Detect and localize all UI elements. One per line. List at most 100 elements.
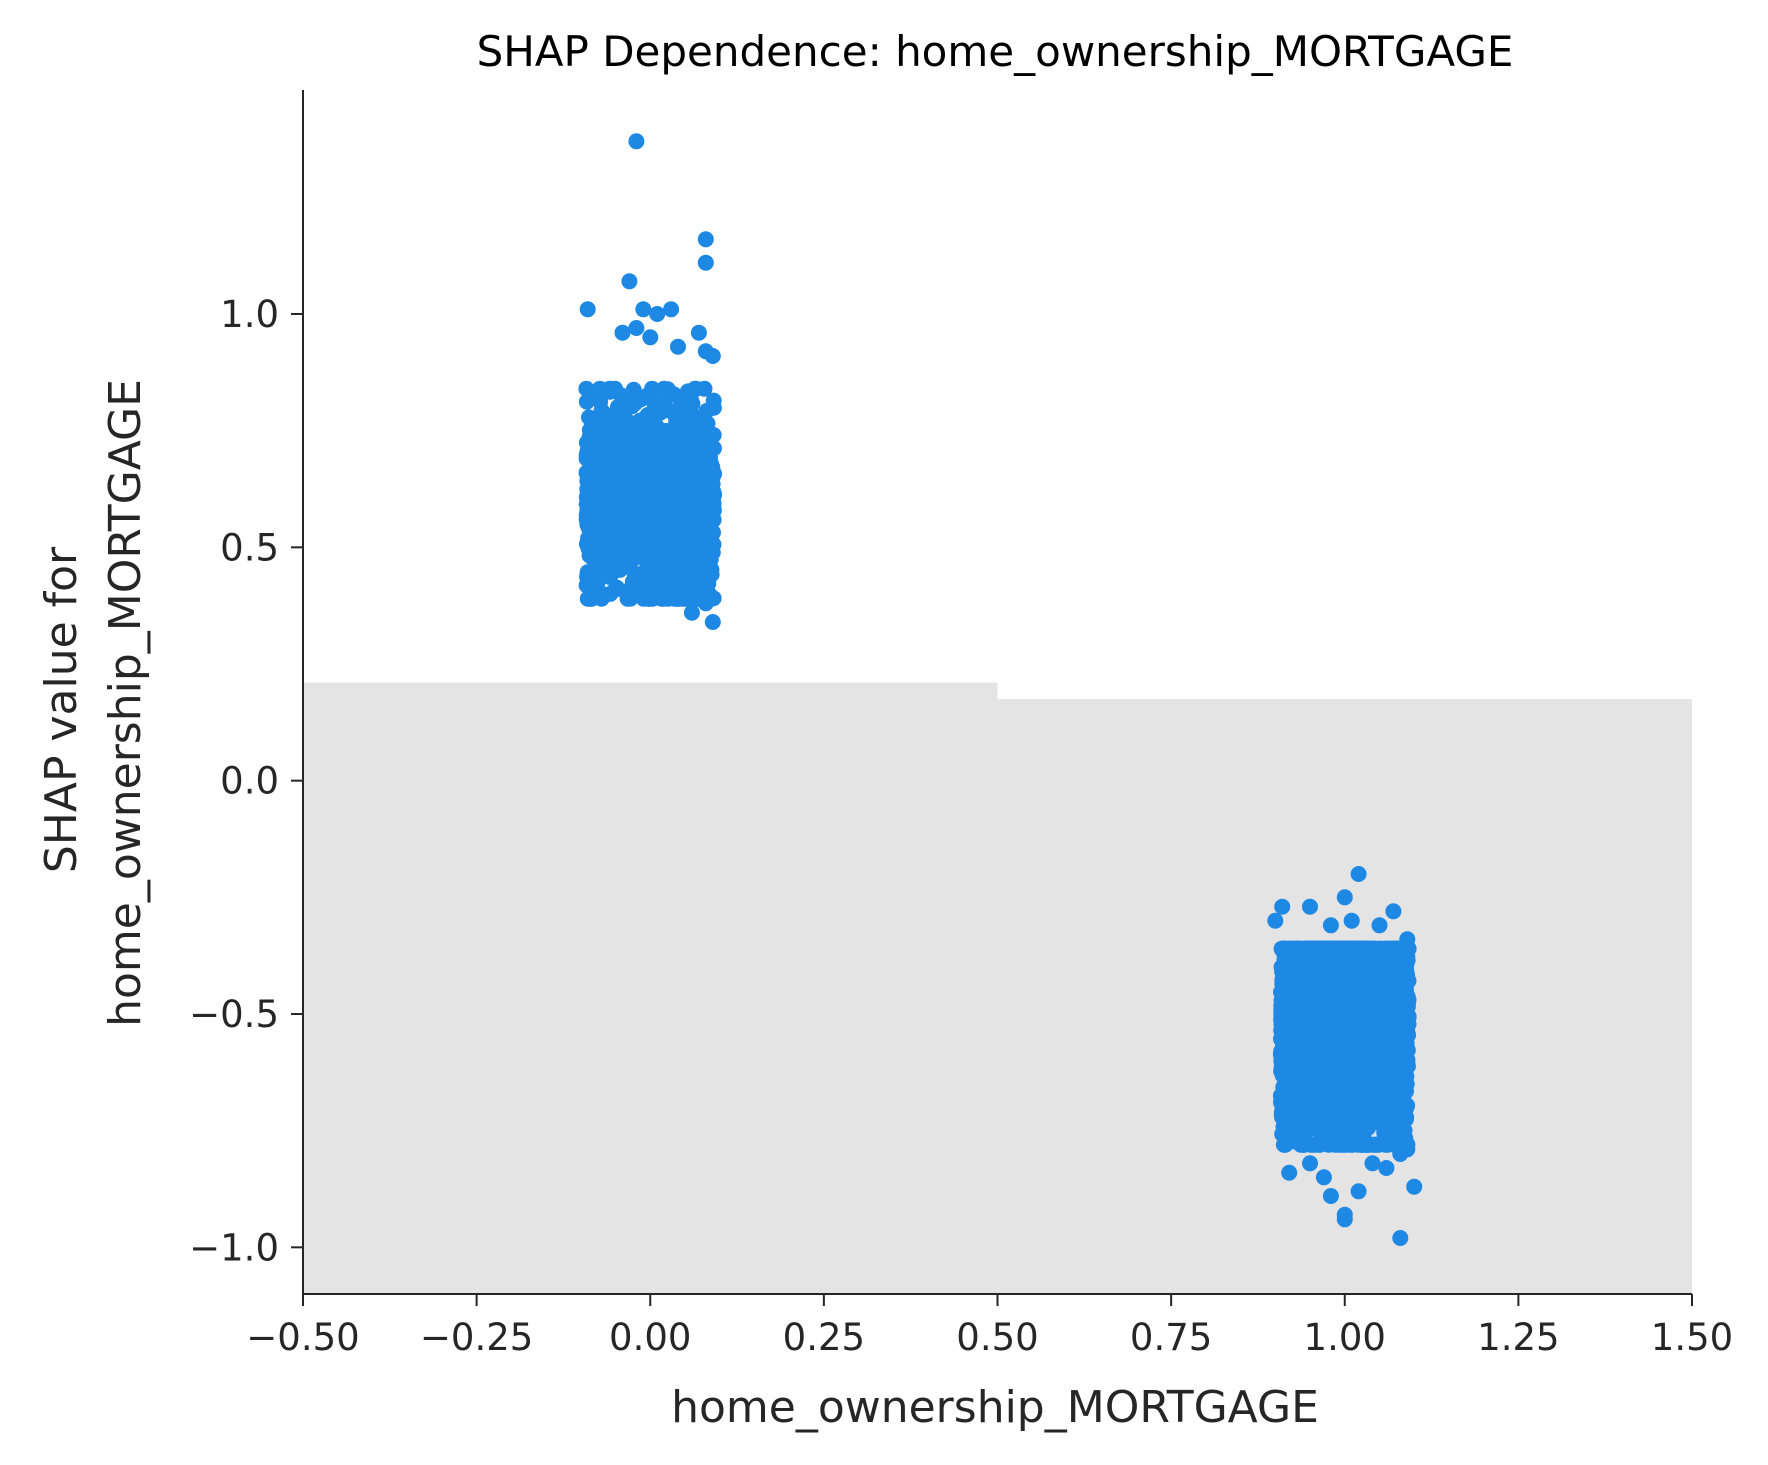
scatter-point (680, 465, 697, 482)
scatter-point (579, 481, 596, 497)
scatter-point-outlier (635, 301, 652, 318)
scatter-point-outlier (649, 306, 666, 322)
scatter-point (1305, 984, 1322, 1000)
scatter-point (1365, 1052, 1382, 1068)
scatter-point (1334, 1098, 1351, 1115)
x-ticks: −0.50 −0.25 0.00 0.25 0.50 0.75 1.00 1.25 1.50 (246, 1294, 1733, 1359)
scatter-point (635, 549, 652, 566)
scatter-point-outlier (1322, 1188, 1339, 1204)
y-tick-label: −1.0 (189, 1226, 279, 1269)
scatter-point-outlier (628, 133, 645, 150)
scatter-point (653, 458, 670, 475)
scatter-point-outlier (1302, 1155, 1318, 1172)
scatter-point-outlier (1364, 1155, 1381, 1172)
scatter-point (1376, 998, 1393, 1015)
scatter-point (1358, 986, 1375, 1003)
scatter-point (629, 417, 646, 433)
scatter-point (1315, 1119, 1332, 1135)
scatter-point (652, 549, 669, 566)
scatter-point (616, 463, 632, 480)
scatter-point-outlier (607, 581, 624, 598)
scatter-point (616, 429, 633, 446)
scatter-point (1276, 977, 1293, 994)
scatter-point (1306, 1090, 1323, 1107)
scatter-point (1310, 998, 1327, 1015)
scatter-point (601, 380, 618, 397)
scatter-point-outlier (1399, 1141, 1416, 1158)
scatter-point-outlier (683, 604, 700, 621)
scatter-point-outlier (1281, 1164, 1298, 1181)
scatter-point-outlier (1343, 912, 1360, 929)
scatter-point-outlier (1336, 1211, 1353, 1228)
scatter-point (1332, 1044, 1349, 1061)
y-axis-label-line-2: home_ownership_MORTGAGE (100, 379, 151, 1027)
scatter-point (1283, 1063, 1300, 1080)
scatter-point (1295, 1063, 1312, 1080)
scatter-point (1360, 1069, 1377, 1086)
scatter-point-outlier (690, 324, 707, 341)
scatter-point (1331, 1071, 1348, 1088)
y-axis-label-line-1: SHAP value for (36, 546, 87, 873)
scatter-point (635, 590, 652, 607)
scatter-point (1312, 1136, 1329, 1153)
scatter-point (1327, 1008, 1344, 1025)
scatter-point (649, 404, 666, 420)
y-tick-label: 1.0 (220, 293, 279, 336)
scatter-point-outlier (621, 273, 638, 290)
scatter-point-outlier (697, 595, 714, 612)
scatter-point (1390, 1006, 1407, 1022)
scatter-point-outlier (1399, 931, 1416, 948)
scatter-point (1292, 1136, 1309, 1153)
scatter-point (1381, 1024, 1398, 1041)
scatter-point (596, 474, 613, 490)
scatter-point-outlier (1336, 889, 1353, 906)
scatter-point (1364, 1088, 1380, 1105)
scatter-point (1326, 940, 1343, 957)
scatter-point (1375, 1082, 1392, 1099)
scatter-point (690, 449, 707, 466)
scatter-point (668, 512, 685, 528)
axes: −0.50 −0.25 0.00 0.25 0.50 0.75 1.00 1.25 1.50 −… (189, 90, 1733, 1359)
scatter-point (1360, 1119, 1376, 1136)
scatter-point (584, 550, 601, 566)
background-histogram (303, 682, 1692, 1294)
scatter-point (1297, 1029, 1314, 1046)
scatter-point (1294, 1082, 1311, 1098)
scatter-point (588, 563, 604, 580)
scatter-point-outlier (1378, 1160, 1395, 1176)
y-tick-label: −0.5 (189, 993, 279, 1036)
scatter-point (658, 523, 675, 540)
scatter-point (674, 405, 691, 422)
x-tick-label: −0.25 (420, 1316, 533, 1359)
scatter-point (678, 428, 695, 445)
x-tick-label: 1.00 (1304, 1316, 1386, 1359)
scatter-point-outlier (663, 301, 680, 318)
scatter-point (1342, 1017, 1359, 1033)
scatter-point (1342, 986, 1359, 1002)
scatter-point (660, 590, 677, 607)
scatter-point (651, 508, 668, 525)
scatter-point (664, 438, 681, 455)
scatter-point (611, 400, 628, 417)
histogram-bar-0 (303, 682, 998, 1294)
scatter-point (699, 415, 716, 432)
scatter-point (1360, 940, 1377, 957)
scatter-point (1400, 995, 1416, 1012)
scatter-point (1379, 1136, 1396, 1153)
scatter-point (1383, 1060, 1399, 1077)
scatter-point (1290, 957, 1307, 974)
scatter-point (1304, 943, 1321, 960)
scatter-point (589, 384, 606, 401)
scatter-point (591, 459, 608, 476)
scatter-point (1395, 1060, 1412, 1077)
scatter-point (1355, 1029, 1372, 1046)
scatter-point (1398, 967, 1415, 984)
scatter-point (1375, 1040, 1392, 1057)
scatter-point-outlier (690, 576, 707, 593)
scatter-point-outlier (593, 590, 610, 607)
scatter-point (1386, 954, 1403, 971)
scatter-point (1274, 940, 1291, 957)
scatter-point (657, 386, 674, 403)
scatter-point-outlier (1406, 1178, 1423, 1195)
